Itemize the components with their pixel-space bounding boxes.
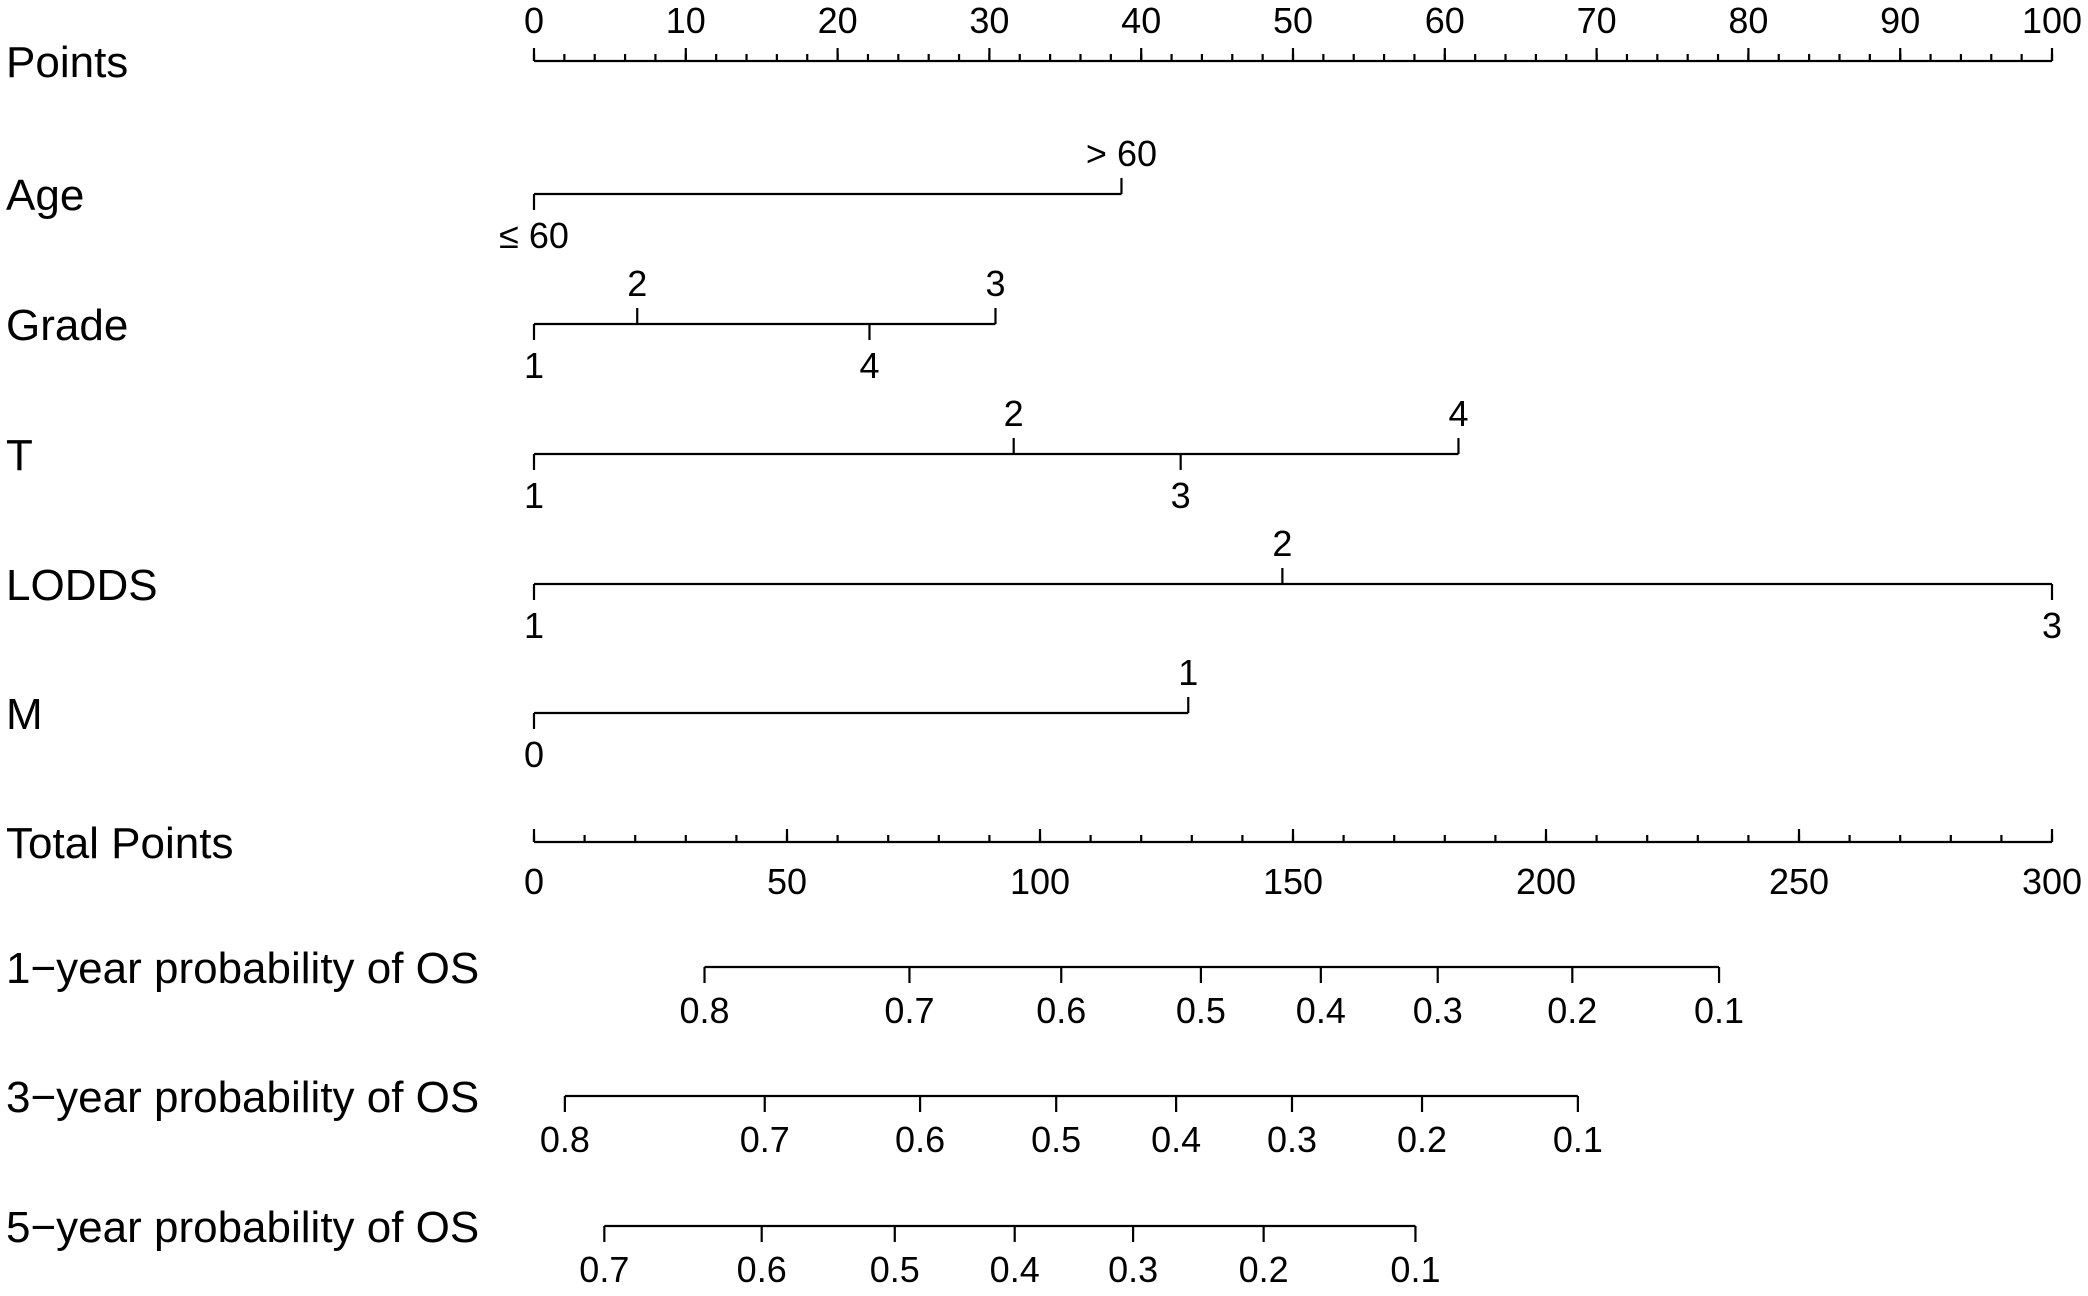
total_points-tick-label: 300 bbox=[2022, 861, 2082, 902]
points-tick-label: 0 bbox=[524, 0, 544, 41]
t-level-label: 3 bbox=[1171, 475, 1191, 516]
os_1y-tick-label: 0.7 bbox=[884, 990, 934, 1031]
row-label-age: Age bbox=[6, 171, 84, 220]
os_5y-tick-label: 0.7 bbox=[579, 1249, 629, 1290]
age-level-label: > 60 bbox=[1086, 133, 1157, 174]
m-level-label: 1 bbox=[1178, 652, 1198, 693]
grade-level-label: 4 bbox=[859, 345, 879, 386]
os_5y-tick-label: 0.3 bbox=[1108, 1249, 1158, 1290]
points-tick-label: 50 bbox=[1273, 0, 1313, 41]
row-label-m: M bbox=[6, 690, 43, 739]
total_points-tick-label: 100 bbox=[1010, 861, 1070, 902]
points-tick-label: 30 bbox=[969, 0, 1009, 41]
row-label-os_3y: 3−year probability of OS bbox=[6, 1073, 479, 1122]
m-level-label: 0 bbox=[524, 734, 544, 775]
os_1y-tick-label: 0.2 bbox=[1547, 990, 1597, 1031]
os_5y-tick-label: 0.2 bbox=[1239, 1249, 1289, 1290]
lodds-level-label: 2 bbox=[1272, 523, 1292, 564]
row-label-grade: Grade bbox=[6, 301, 128, 350]
grade-level-label: 2 bbox=[627, 263, 647, 304]
os_3y-tick-label: 0.6 bbox=[895, 1119, 945, 1160]
grade-level-label: 3 bbox=[985, 263, 1005, 304]
os_5y-tick-label: 0.5 bbox=[870, 1249, 920, 1290]
total_points-tick-label: 150 bbox=[1263, 861, 1323, 902]
os_3y-tick-label: 0.5 bbox=[1031, 1119, 1081, 1160]
os_1y-tick-label: 0.1 bbox=[1694, 990, 1744, 1031]
os_3y-tick-label: 0.7 bbox=[740, 1119, 790, 1160]
os_5y-tick-label: 0.1 bbox=[1390, 1249, 1440, 1290]
points-tick-label: 10 bbox=[666, 0, 706, 41]
row-label-t: T bbox=[6, 431, 33, 480]
points-tick-label: 20 bbox=[818, 0, 858, 41]
row-label-lodds: LODDS bbox=[6, 561, 158, 610]
points-tick-label: 70 bbox=[1577, 0, 1617, 41]
grade-level-label: 1 bbox=[524, 345, 544, 386]
lodds-level-label: 3 bbox=[2042, 605, 2062, 646]
os_5y-tick-label: 0.6 bbox=[737, 1249, 787, 1290]
os_3y-tick-label: 0.8 bbox=[540, 1119, 590, 1160]
total_points-tick-label: 50 bbox=[767, 861, 807, 902]
os_3y-tick-label: 0.4 bbox=[1151, 1119, 1201, 1160]
os_1y-tick-label: 0.6 bbox=[1036, 990, 1086, 1031]
row-label-os_1y: 1−year probability of OS bbox=[6, 944, 479, 993]
os_1y-tick-label: 0.8 bbox=[679, 990, 729, 1031]
os_1y-tick-label: 0.5 bbox=[1176, 990, 1226, 1031]
os_5y-tick-label: 0.4 bbox=[990, 1249, 1040, 1290]
total_points-tick-label: 200 bbox=[1516, 861, 1576, 902]
points-tick-label: 90 bbox=[1880, 0, 1920, 41]
row-label-total_points: Total Points bbox=[6, 819, 233, 868]
t-level-label: 4 bbox=[1448, 393, 1468, 434]
os_3y-tick-label: 0.1 bbox=[1553, 1119, 1603, 1160]
total_points-tick-label: 250 bbox=[1769, 861, 1829, 902]
os_3y-tick-label: 0.2 bbox=[1397, 1119, 1447, 1160]
total_points-tick-label: 0 bbox=[524, 861, 544, 902]
os_3y-tick-label: 0.3 bbox=[1267, 1119, 1317, 1160]
points-tick-label: 80 bbox=[1728, 0, 1768, 41]
t-level-label: 2 bbox=[1004, 393, 1024, 434]
row-label-points: Points bbox=[6, 38, 128, 87]
age-level-label: ≤ 60 bbox=[499, 215, 569, 256]
os_1y-tick-label: 0.4 bbox=[1296, 990, 1346, 1031]
t-level-label: 1 bbox=[524, 475, 544, 516]
os_1y-tick-label: 0.3 bbox=[1413, 990, 1463, 1031]
points-tick-label: 40 bbox=[1121, 0, 1161, 41]
row-label-os_5y: 5−year probability of OS bbox=[6, 1203, 479, 1252]
points-tick-label: 60 bbox=[1425, 0, 1465, 41]
lodds-level-label: 1 bbox=[524, 605, 544, 646]
points-tick-label: 100 bbox=[2022, 0, 2082, 41]
